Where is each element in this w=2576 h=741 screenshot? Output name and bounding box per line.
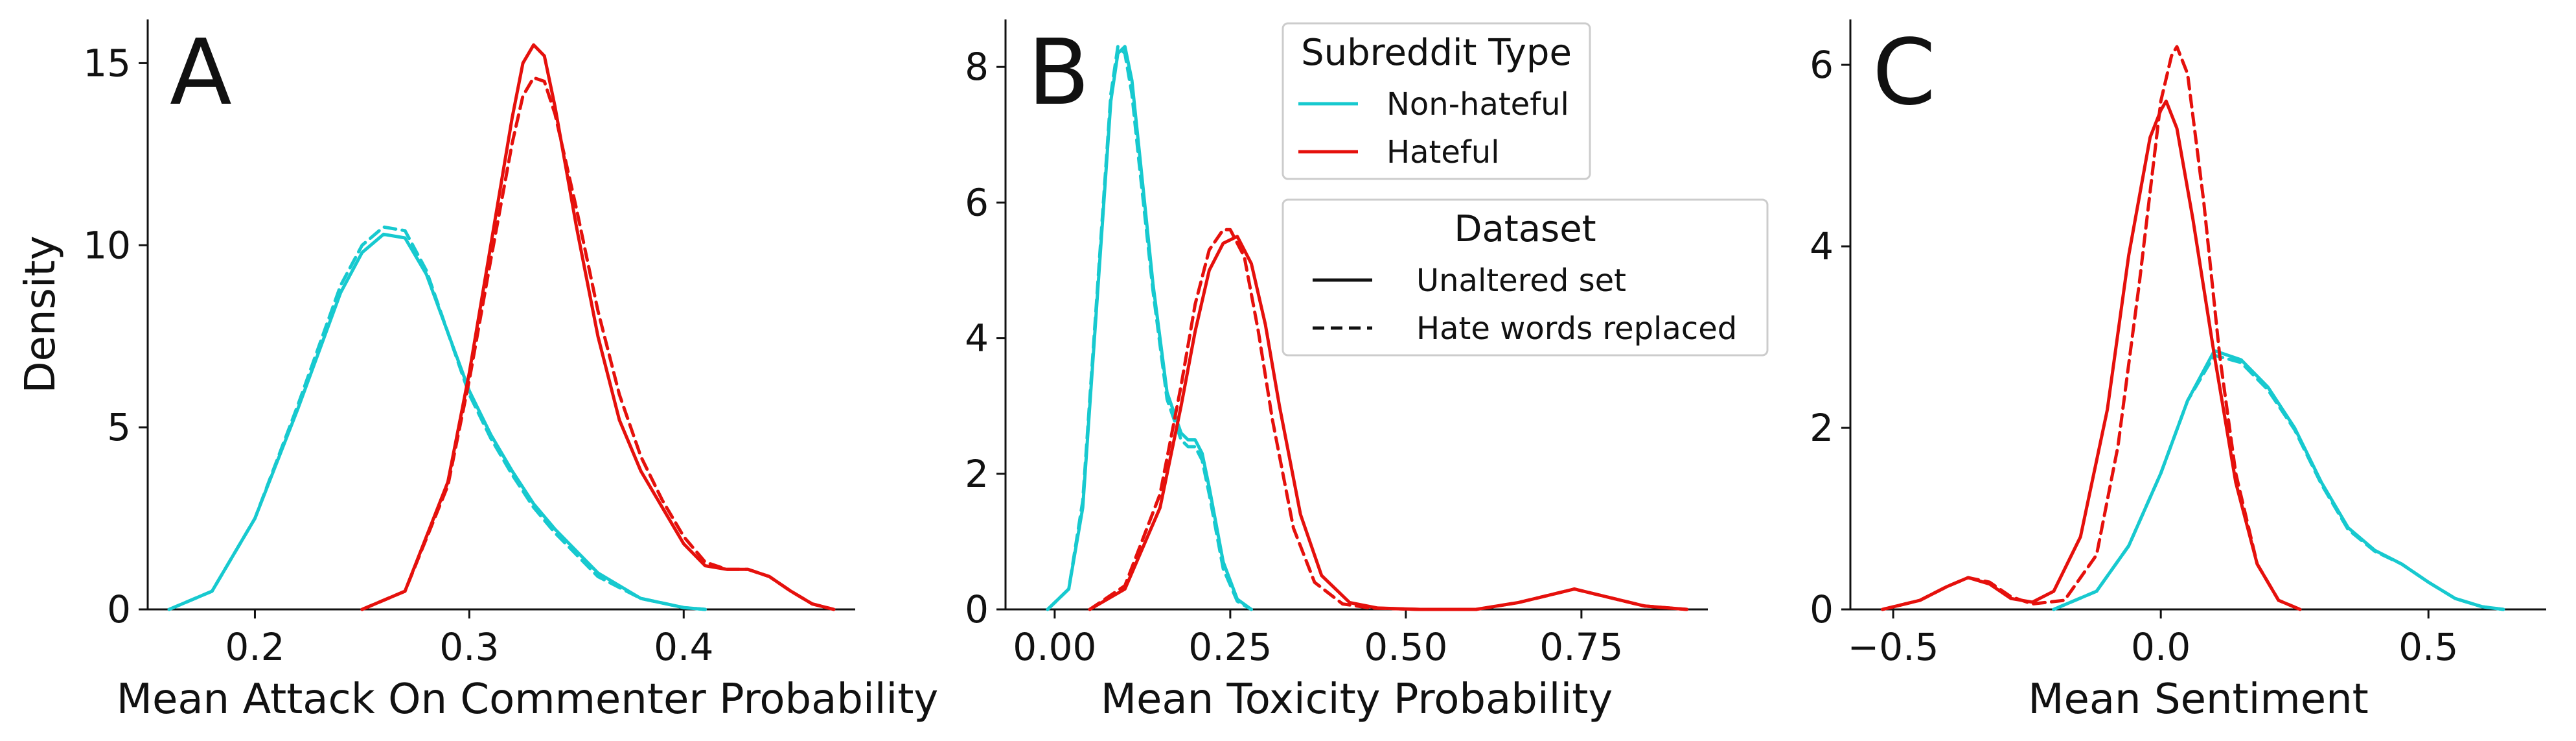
legend-frame <box>1282 22 1591 180</box>
y-tick-label: 6 <box>1810 43 1834 87</box>
y-tick-label: 4 <box>1810 224 1834 268</box>
x-tick-label: 0.2 <box>225 625 284 669</box>
series-non-hateful-replaced-line <box>167 225 707 611</box>
series-hateful-unaltered-line <box>1881 99 2302 611</box>
legend-dataset: Dataset Unaltered set Hate words replaced <box>1282 198 1769 357</box>
y-tick-label: 2 <box>965 452 989 496</box>
legend-entry-label: Non-hateful <box>1386 86 1569 123</box>
x-tick-label: −0.5 <box>1848 625 1939 669</box>
panel-b: 0 2 4 6 8 0.00 0.25 0.50 0.75 Mean Toxicity Proba… <box>965 19 1708 723</box>
series-non-hateful-unaltered-line <box>2052 349 2505 611</box>
y-tick-label: 2 <box>1810 406 1834 450</box>
y-tick-label: 0 <box>1810 587 1834 631</box>
series-non-hateful-replaced-line <box>1046 45 1253 611</box>
series-hateful-replaced-line <box>360 76 836 611</box>
x-axis-label: Mean Sentiment <box>2028 676 2369 723</box>
panel-letter: B <box>1028 20 1090 126</box>
x-axis-label: Mean Toxicity Probability <box>1101 676 1613 723</box>
panel-letter: A <box>170 20 232 126</box>
legend-entry-label: Hateful <box>1386 134 1500 171</box>
y-tick-label: 15 <box>83 41 131 85</box>
x-tick-label: 0.50 <box>1364 625 1447 669</box>
y-tick-label: 4 <box>965 316 989 360</box>
y-tick-label: 5 <box>107 405 131 449</box>
panels: 0 5 10 15 0.2 0.3 0.4 Mean Attack On Commenter … <box>17 19 2546 723</box>
series-hateful-replaced-line <box>1088 228 1688 611</box>
legend-title: Subreddit Type <box>1301 32 1572 74</box>
y-tick-label: 0 <box>107 587 131 631</box>
panel-c: 0 2 4 6 −0.5 0.0 0.5 Mean Sentiment C <box>1810 19 2546 723</box>
series-non-hateful-replaced-line <box>2052 353 2505 611</box>
y-tick-label: 8 <box>965 45 989 89</box>
y-tick-label: 10 <box>83 223 131 267</box>
x-axis-label: Mean Attack On Commenter Probability <box>117 676 939 723</box>
x-tick-label: 0.5 <box>2398 625 2458 669</box>
y-tick-label: 6 <box>965 180 989 224</box>
panel-a: 0 5 10 15 0.2 0.3 0.4 Mean Attack On Commenter … <box>17 19 938 723</box>
x-tick-label: 0.3 <box>439 625 499 669</box>
legend-title: Dataset <box>1454 208 1596 250</box>
x-tick-label: 0.75 <box>1539 625 1623 669</box>
legends: Subreddit Type Non-hateful Hateful Dataset U… <box>1282 22 1769 357</box>
series-non-hateful-unaltered-line <box>167 232 707 611</box>
x-tick-label: 0.4 <box>654 625 713 669</box>
legend-subreddit-type: Subreddit Type Non-hateful Hateful <box>1282 22 1591 180</box>
y-axis-label: Density <box>17 235 65 393</box>
legend-entry-label: Unaltered set <box>1416 263 1626 299</box>
legend-frame <box>1282 198 1769 357</box>
x-tick-label: 0.0 <box>2131 625 2191 669</box>
x-tick-label: 0.00 <box>1013 625 1096 669</box>
y-tick-label: 0 <box>965 587 989 631</box>
panel-letter: C <box>1872 20 1936 126</box>
series-hateful-replaced-line <box>1881 45 2302 611</box>
x-tick-label: 0.25 <box>1188 625 1272 669</box>
legend-entry-label: Hate words replaced <box>1416 311 1737 347</box>
